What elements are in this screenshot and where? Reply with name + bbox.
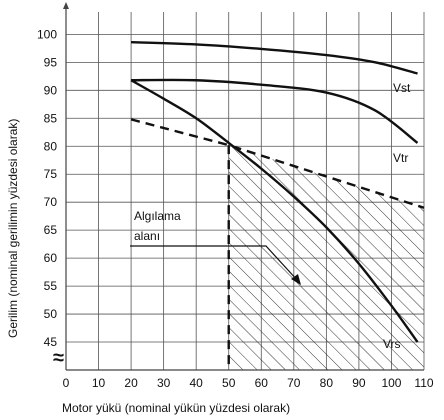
series-label-vrs: Vrs [383,337,401,351]
y-tick-label: 75 [44,167,58,181]
y-tick-label: 50 [44,307,58,321]
x-tick-label: 0 [63,376,70,390]
series-vst-line [131,41,418,75]
y-axis-arrow [63,2,69,9]
annotation-line-2: alanı [134,229,160,243]
y-tick-label: 65 [44,223,58,237]
y-tick-label: 95 [44,55,58,69]
series-vrs-line [130,79,419,343]
y-tick-label: 80 [44,139,58,153]
y-tick-label: 100 [37,27,57,41]
y-tick-label: 45 [44,335,58,349]
y-tick-label: 90 [44,83,58,97]
series-vtr-line [131,78,419,144]
y-tick-label: 70 [44,195,58,209]
y-tick-label: 85 [44,111,58,125]
y-tick-label: 60 [44,251,58,265]
x-tick-label: 110 [414,376,433,390]
series-label-vst: Vst [393,81,411,95]
x-tick-label: 30 [157,376,171,390]
annotation-arrow [130,245,301,285]
x-tick-label: 60 [255,376,269,390]
annotation-line-1: Algılama [134,209,181,223]
x-tick-label: 50 [222,376,236,390]
x-tick-label: 80 [320,376,334,390]
axes [63,2,424,371]
dashed-boundary-line [130,118,425,209]
y-axis-label: Gerilim (nominal gerilimin yüzdesi olara… [6,119,20,338]
x-tick-label: 70 [287,376,301,390]
x-tick-label: 40 [190,376,204,390]
detection-area [227,145,424,370]
x-axis-label: Motor yükü (nominal yükün yüzdesi olarak… [62,401,290,415]
tick-labels: 0 10 20 30 40 50 60 70 80 90 100 110 45 50 55 60 65 70 75 8… [37,27,434,390]
x-tick-label: 90 [352,376,366,390]
y-tick-label: 55 [44,279,58,293]
y-axis-break-symbol: ≈ [53,347,64,369]
hatched-area [228,145,424,370]
series-layer [130,41,425,343]
x-tick-label: 100 [381,376,401,390]
series-label-vtr: Vtr [393,151,408,165]
x-tick-label: 20 [124,376,138,390]
x-tick-label: 10 [92,376,106,390]
